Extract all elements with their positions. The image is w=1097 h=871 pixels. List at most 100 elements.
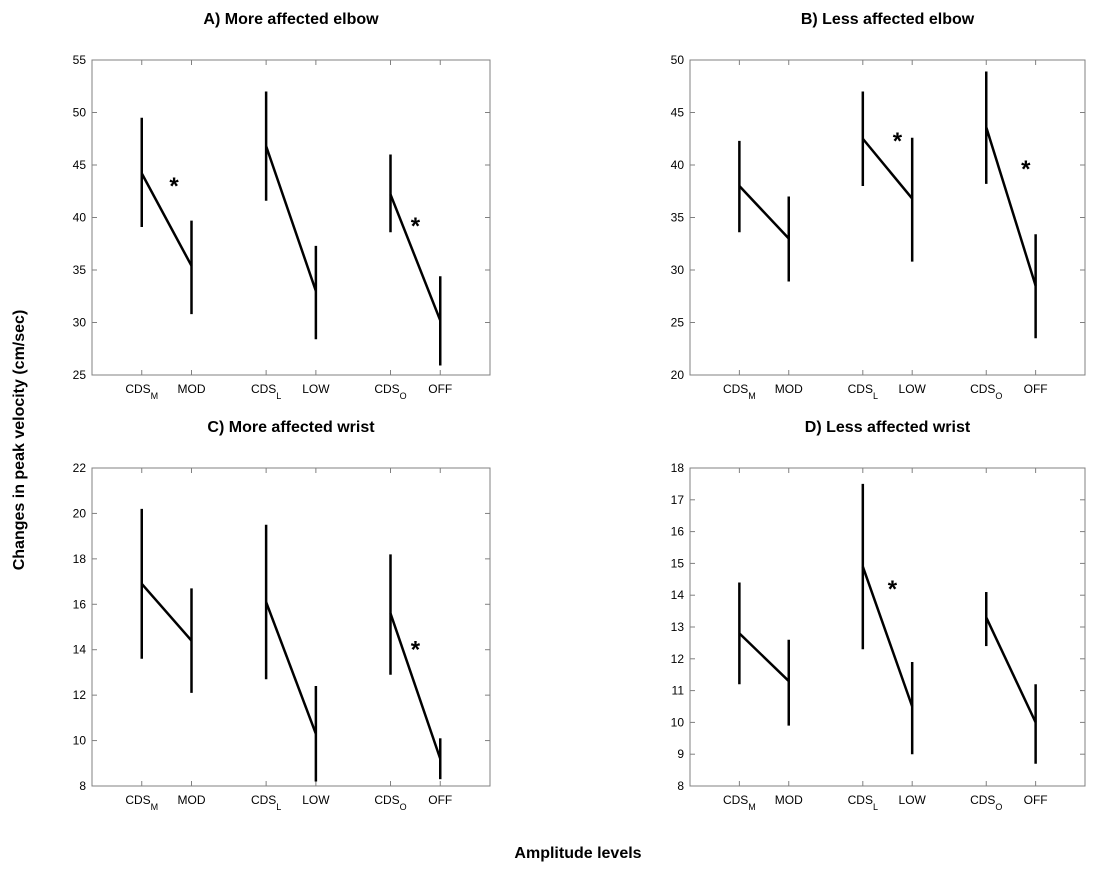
x-tick-subscript: O [995,391,1002,401]
x-tick-label: MOD [178,382,206,396]
y-tick-label: 30 [671,263,685,277]
x-tick-base: CDS [970,793,995,807]
x-tick-label: CDSO [374,793,406,812]
x-tick-label: CDSL [251,793,281,812]
y-tick-label: 25 [73,368,87,382]
x-tick-base: CDS [848,793,873,807]
mean-change-line [264,145,318,292]
y-tick-label: 12 [73,688,87,702]
mean-change-line [861,137,914,200]
mean-change-line [738,185,790,240]
y-tick-label: 18 [671,461,685,475]
x-tick-base: CDS [723,382,748,396]
y-tick-label: 45 [671,106,685,120]
x-tick-label: CDSM [723,793,756,812]
y-tick-label: 16 [671,525,685,539]
significance-star: * [1021,156,1031,183]
x-tick-label: CDSL [251,382,281,401]
panel-d: D) Less affected wrist 8 9 10 11 12 13 14 15 16 17… [671,419,1086,812]
x-tick-label: OFF [1024,382,1048,396]
significance-star: * [411,213,421,240]
x-tick-subscript: O [995,802,1002,812]
x-tick-label: CDSO [970,382,1002,401]
x-tick-label: MOD [775,793,803,807]
y-tick-label: 13 [671,620,685,634]
significance-star: * [888,576,898,603]
x-tick-base: OFF [428,793,452,807]
x-tick-label: MOD [178,793,206,807]
x-tick-subscript: M [748,391,756,401]
x-tick-base: CDS [970,382,995,396]
x-tick-subscript: L [276,802,281,812]
x-tick-label: CDSO [374,382,406,401]
significance-star: * [893,128,903,155]
x-tick-base: OFF [428,382,452,396]
panel-b: B) Less affected elbow20253035404550CDSM… [671,11,1086,401]
x-tick-subscript: O [400,802,407,812]
x-tick-base: CDS [723,793,748,807]
y-tick-label: 10 [671,715,685,729]
y-tick-label: 35 [671,211,685,225]
x-tick-label: MOD [775,382,803,396]
x-tick-label: OFF [1024,793,1048,807]
x-tick-label: CDSM [125,382,158,401]
y-tick-label: 8 [677,779,684,793]
panel-d-title: D) Less affected wrist [805,419,971,436]
y-tick-label: 35 [73,263,87,277]
panel-b-frame [689,59,1086,376]
x-tick-subscript: L [873,391,878,401]
y-tick-label: 16 [73,597,87,611]
x-tick-base: OFF [1024,382,1048,396]
mean-change-line [738,632,790,682]
mean-change-line [389,193,442,321]
x-tick-base: CDS [125,793,150,807]
y-tick-label: 55 [73,53,87,67]
x-tick-label: CDSM [723,382,756,401]
y-tick-label: 45 [73,158,87,172]
y-tick-label: 50 [671,53,685,67]
y-tick-label: 15 [671,556,685,570]
x-tick-label: CDSL [848,793,878,812]
y-tick-label: 11 [672,684,685,698]
panel-c: C) More affected wrist 8 10 12 14 16 18 20 22 CDS… [73,419,491,812]
y-tick-label: 40 [671,158,685,172]
x-tick-base: LOW [899,793,927,807]
x-tick-base: LOW [899,382,927,396]
panel-d-frame [689,467,1086,787]
y-tick-label: 12 [671,652,685,666]
x-tick-label: LOW [899,793,927,807]
panel-c-title: C) More affected wrist [207,419,375,436]
y-tick-label: 14 [73,643,87,657]
mean-change-line [861,566,914,707]
y-tick-label: 50 [73,106,87,120]
x-tick-base: LOW [302,382,330,396]
y-tick-label: 20 [73,506,87,520]
mean-change-line [140,172,193,267]
y-tick-label: 14 [671,588,685,602]
y-tick-label: 20 [671,368,685,382]
x-tick-subscript: M [151,391,159,401]
x-tick-subscript: M [748,802,756,812]
y-tick-label: 10 [73,734,87,748]
significance-star: * [169,173,179,200]
y-tick-label: 40 [73,211,87,225]
x-axis-label: Amplitude levels [514,845,641,862]
panel-c-frame [91,467,491,787]
x-tick-label: CDSM [125,793,158,812]
x-tick-base: CDS [251,793,276,807]
x-tick-subscript: L [873,802,878,812]
y-tick-label: 30 [73,316,87,330]
mean-change-line [985,126,1037,287]
x-tick-label: LOW [899,382,927,396]
mean-change-line [985,616,1037,723]
x-tick-base: OFF [1024,793,1048,807]
x-tick-label: CDSL [848,382,878,401]
chart-panels: A) More affected elbow25303540455055CDSM… [73,11,1086,812]
y-axis-label: Changes in peak velocity (cm/sec) [11,310,28,571]
x-tick-base: LOW [302,793,330,807]
x-tick-base: MOD [775,793,803,807]
x-tick-subscript: M [151,802,159,812]
y-tick-label: 8 [79,779,86,793]
x-tick-subscript: L [276,391,281,401]
